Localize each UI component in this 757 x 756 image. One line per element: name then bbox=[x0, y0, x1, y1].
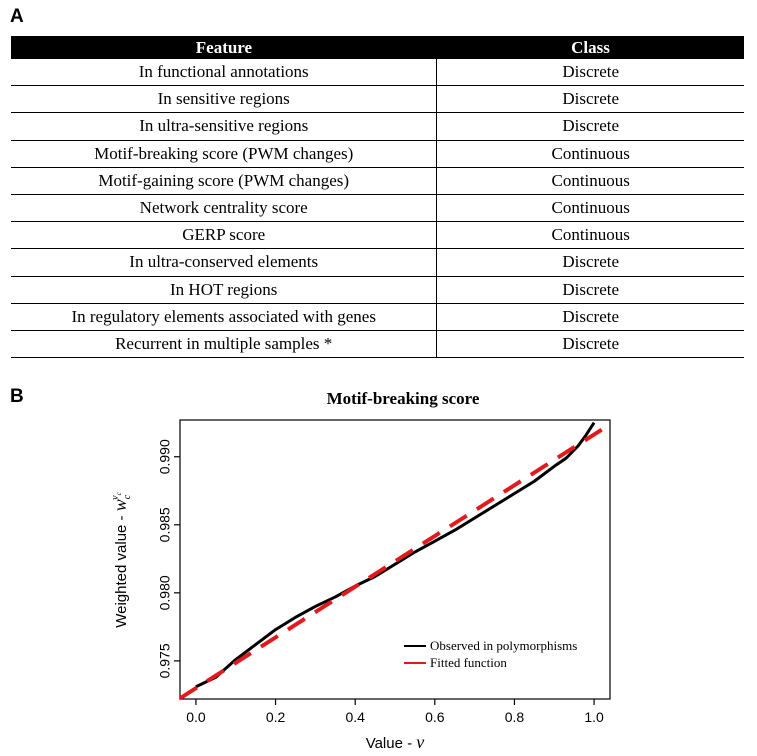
feature-table: Feature Class In functional annotations D… bbox=[11, 36, 744, 359]
y-axis-label-symbol: w bbox=[110, 499, 130, 511]
table-row: In regulatory elements associated with g… bbox=[11, 303, 744, 331]
table-header-row: Feature Class bbox=[11, 36, 744, 59]
class-cell: Continuous bbox=[436, 167, 744, 195]
y-tick-label: 0.985 bbox=[157, 507, 173, 542]
table-row: In ultra-conserved elements Discrete bbox=[11, 248, 744, 277]
y-axis-label-sup: v bbox=[110, 495, 121, 500]
table-row: Network centrality score Continuous bbox=[11, 194, 744, 223]
feature-cell: In ultra-sensitive regions bbox=[11, 112, 438, 141]
feature-cell: In regulatory elements associated with g… bbox=[11, 303, 438, 331]
class-column-header: Class bbox=[436, 36, 744, 59]
table-row: Motif-gaining score (PWM changes) Continu… bbox=[11, 167, 744, 195]
table-row: In ultra-sensitive regions Discrete bbox=[11, 112, 744, 141]
feature-cell: Motif-breaking score (PWM changes) bbox=[11, 140, 438, 168]
y-axis-label-text: Weighted value - bbox=[113, 511, 130, 627]
motif-breaking-chart: Motif-breaking score 0.0 0.2 0.4 0.6 0.8 1.0 … bbox=[110, 389, 611, 752]
class-cell: Discrete bbox=[436, 112, 744, 141]
class-cell: Discrete bbox=[436, 248, 744, 277]
table-row: In functional annotations Discrete bbox=[11, 59, 744, 87]
y-tick-label: 0.990 bbox=[157, 439, 173, 474]
x-axis: 0.0 0.2 0.4 0.6 0.8 1.0 bbox=[186, 699, 604, 725]
class-cell: Discrete bbox=[436, 276, 744, 304]
feature-cell: Motif-gaining score (PWM changes) bbox=[11, 167, 438, 195]
x-tick-label: 0.2 bbox=[266, 709, 286, 725]
table-row: In HOT regions Discrete bbox=[11, 276, 744, 304]
feature-table-body: In functional annotations Discrete In sens… bbox=[11, 59, 744, 359]
feature-cell: Network centrality score bbox=[11, 194, 438, 223]
series-observed-line bbox=[195, 421, 596, 689]
feature-cell: Recurrent in multiple samples * bbox=[11, 330, 438, 359]
class-cell: Discrete bbox=[436, 330, 744, 359]
x-tick-label: 0.0 bbox=[186, 709, 206, 725]
panel-a-label: A bbox=[10, 6, 24, 27]
x-axis-label: Value - v bbox=[366, 732, 425, 752]
table-row: Motif-breaking score (PWM changes) Contin… bbox=[11, 140, 744, 168]
legend: Observed in polymorphisms Fitted functio… bbox=[404, 638, 577, 670]
feature-cell: GERP score bbox=[11, 221, 438, 250]
x-tick-label: 0.4 bbox=[345, 709, 365, 725]
x-tick-label: 1.0 bbox=[584, 709, 604, 725]
class-cell: Continuous bbox=[436, 194, 744, 223]
series-layer bbox=[180, 421, 610, 699]
y-axis-label: Weighted value - wcvc bbox=[110, 491, 133, 627]
legend-label-fitted: Fitted function bbox=[430, 655, 507, 670]
table-row: In sensitive regions Discrete bbox=[11, 85, 744, 114]
x-axis-label-symbol: v bbox=[416, 732, 424, 752]
y-tick-label: 0.980 bbox=[157, 575, 173, 610]
class-cell: Discrete bbox=[436, 59, 744, 87]
feature-cell: In HOT regions bbox=[11, 276, 438, 304]
y-axis-label-supsub: c bbox=[115, 491, 123, 495]
feature-column-header: Feature bbox=[11, 36, 437, 59]
y-axis-label-sub: c bbox=[122, 494, 133, 499]
panel-b-label: B bbox=[10, 386, 24, 407]
plot-frame bbox=[179, 419, 611, 700]
x-tick-label: 0.8 bbox=[505, 709, 525, 725]
series-fitted-line bbox=[180, 422, 610, 699]
feature-cell: In ultra-conserved elements bbox=[11, 248, 438, 277]
chart-title: Motif-breaking score bbox=[327, 389, 480, 408]
table-row: GERP score Continuous bbox=[11, 221, 744, 250]
svg-text:Weighted value - wcvc: Weighted value - wcvc bbox=[110, 491, 133, 627]
class-cell: Discrete bbox=[436, 303, 744, 331]
x-tick-label: 0.6 bbox=[425, 709, 445, 725]
class-cell: Continuous bbox=[436, 140, 744, 168]
class-cell: Continuous bbox=[436, 221, 744, 250]
y-tick-label: 0.975 bbox=[157, 643, 173, 678]
class-cell: Discrete bbox=[436, 85, 744, 114]
y-axis: 0.975 0.980 0.985 0.990 bbox=[157, 439, 180, 678]
x-axis-label-text: Value - bbox=[366, 735, 417, 752]
feature-cell: In sensitive regions bbox=[11, 85, 438, 114]
legend-label-observed: Observed in polymorphisms bbox=[430, 638, 577, 653]
table-row: Recurrent in multiple samples * Discrete bbox=[11, 330, 744, 359]
feature-cell: In functional annotations bbox=[11, 59, 438, 87]
